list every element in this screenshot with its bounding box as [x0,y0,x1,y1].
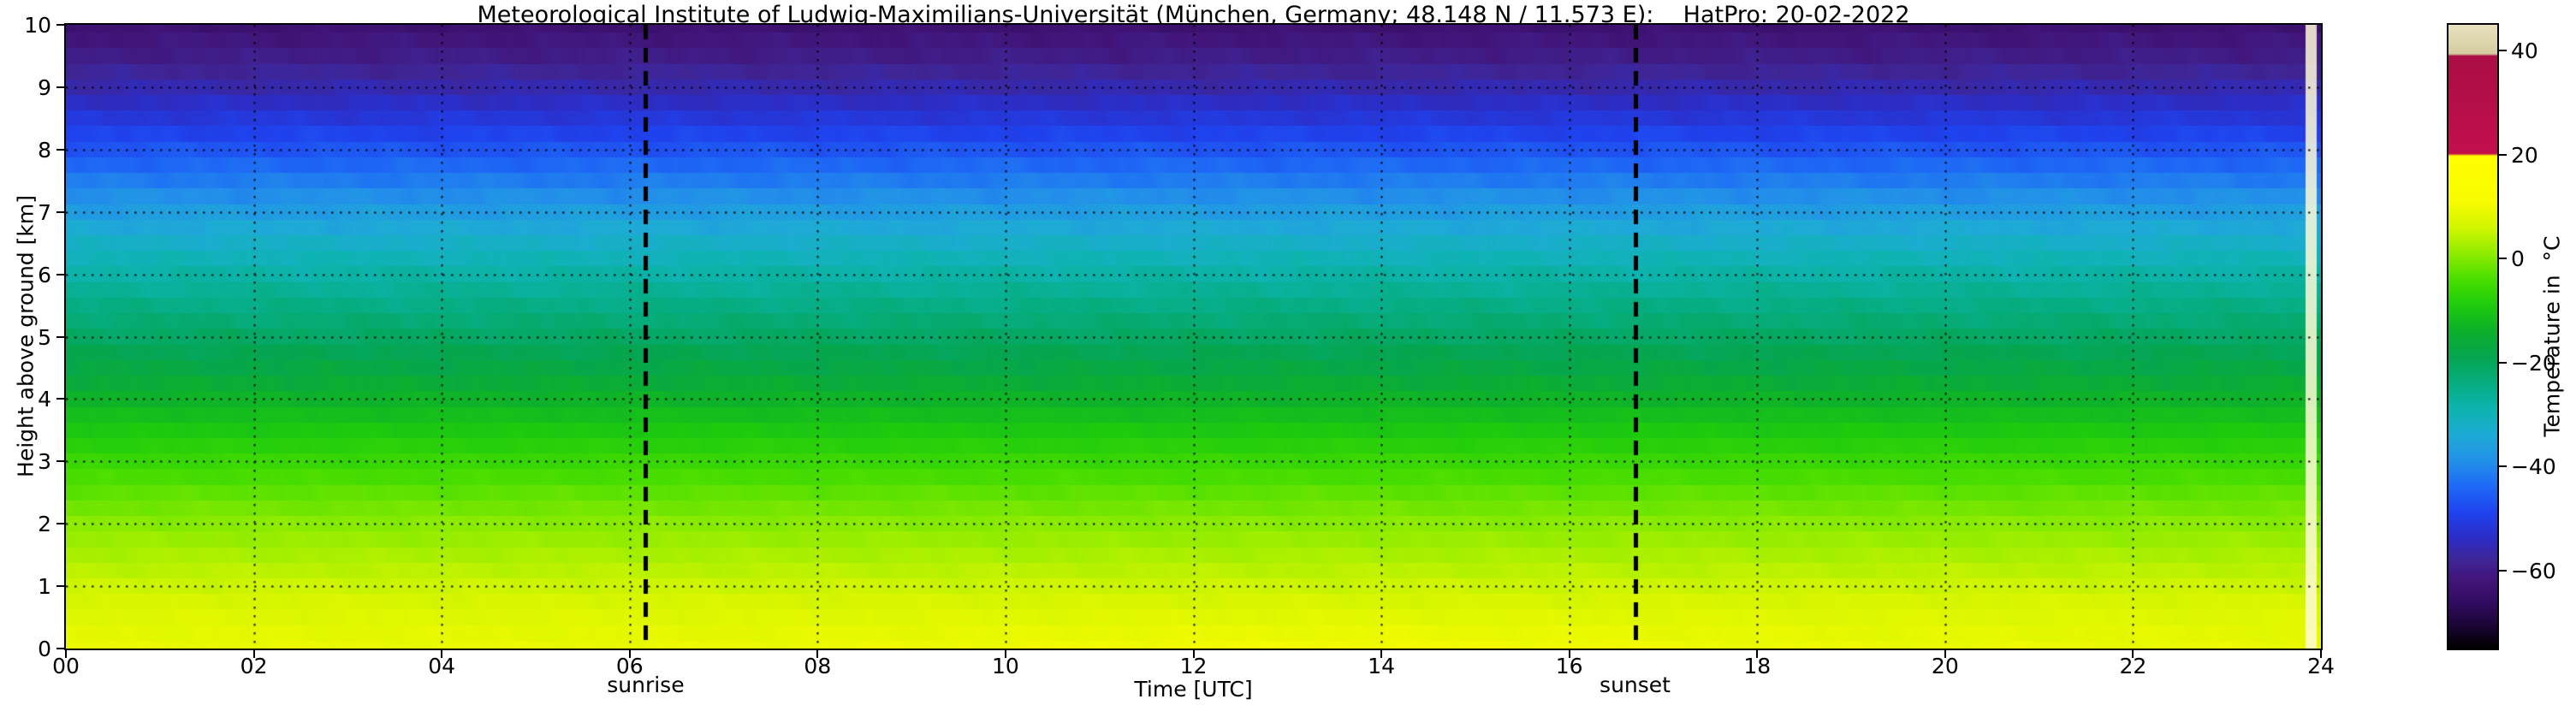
x-tick-mark [628,650,631,658]
x-tick-mark [1568,650,1570,658]
x-axis-label: Time [UTC] [1134,677,1253,702]
colorbar-tick-label: 40 [2511,39,2538,64]
x-tick-mark [1380,650,1383,658]
y-tick-label: 4 [38,387,51,412]
x-tick-label: 08 [804,654,832,678]
colorbar-frame [2447,23,2499,650]
y-tick-mark [56,24,64,26]
plot-frame [64,23,2323,650]
x-tick-mark [65,650,67,658]
x-tick-label: 24 [2307,654,2335,678]
x-tick-mark [2132,650,2134,658]
colorbar-tick-mark [2499,153,2507,156]
y-tick-mark [56,273,64,275]
x-tick-label: 00 [52,654,80,678]
sunrise-label: sunrise [607,672,685,697]
temperature-heatmap [66,25,2321,649]
y-tick-label: 0 [38,637,51,661]
x-tick-label: 20 [1931,654,1959,678]
colorbar-tick-mark [2499,361,2507,364]
y-tick-mark [56,335,64,338]
y-tick-mark [56,210,64,213]
x-tick-mark [816,650,819,658]
y-tick-mark [56,648,64,649]
y-tick-mark [56,585,64,588]
y-tick-mark [56,148,64,151]
y-tick-label: 2 [38,512,51,537]
x-tick-mark [1944,650,1946,658]
y-tick-mark [56,523,64,525]
y-tick-mark [56,460,64,463]
x-tick-label: 10 [992,654,1019,678]
x-tick-label: 02 [240,654,268,678]
sunset-label: sunset [1600,672,1671,697]
y-tick-label: 3 [38,449,51,475]
y-tick-mark [56,86,64,88]
colorbar-tick-label: −20 [2511,350,2556,376]
x-tick-mark [441,650,443,658]
x-tick-label: 18 [1743,654,1772,678]
x-tick-mark [1004,650,1006,658]
y-tick-label: 9 [38,74,51,100]
x-tick-mark [252,650,255,658]
y-tick-label: 6 [38,262,51,287]
y-tick-label: 1 [38,574,51,600]
x-tick-label: 04 [428,654,456,678]
x-tick-mark [1756,650,1759,658]
colorbar-tick-label: −60 [2511,558,2556,584]
y-tick-label: 8 [38,137,51,163]
x-tick-label: 14 [1368,654,1395,678]
colorbar-tick-mark [2499,465,2507,468]
colorbar [2448,25,2497,649]
colorbar-tick-label: −40 [2511,454,2556,480]
y-tick-mark [56,398,64,400]
colorbar-label: Temperature in °C [2539,235,2565,437]
x-tick-label: 06 [615,654,644,678]
x-tick-mark [2320,650,2322,658]
x-tick-label: 22 [2119,654,2147,678]
y-tick-label: 5 [38,324,51,350]
colorbar-tick-label: 0 [2511,246,2525,272]
colorbar-tick-mark [2499,50,2507,52]
y-tick-label: 7 [38,199,51,225]
x-tick-label: 12 [1179,654,1208,678]
x-tick-label: 16 [1555,654,1583,678]
colorbar-tick-label: 20 [2511,142,2538,168]
colorbar-tick-mark [2499,569,2507,572]
y-tick-label: 10 [24,13,51,38]
colorbar-tick-mark [2499,258,2507,260]
x-tick-mark [1192,650,1195,658]
